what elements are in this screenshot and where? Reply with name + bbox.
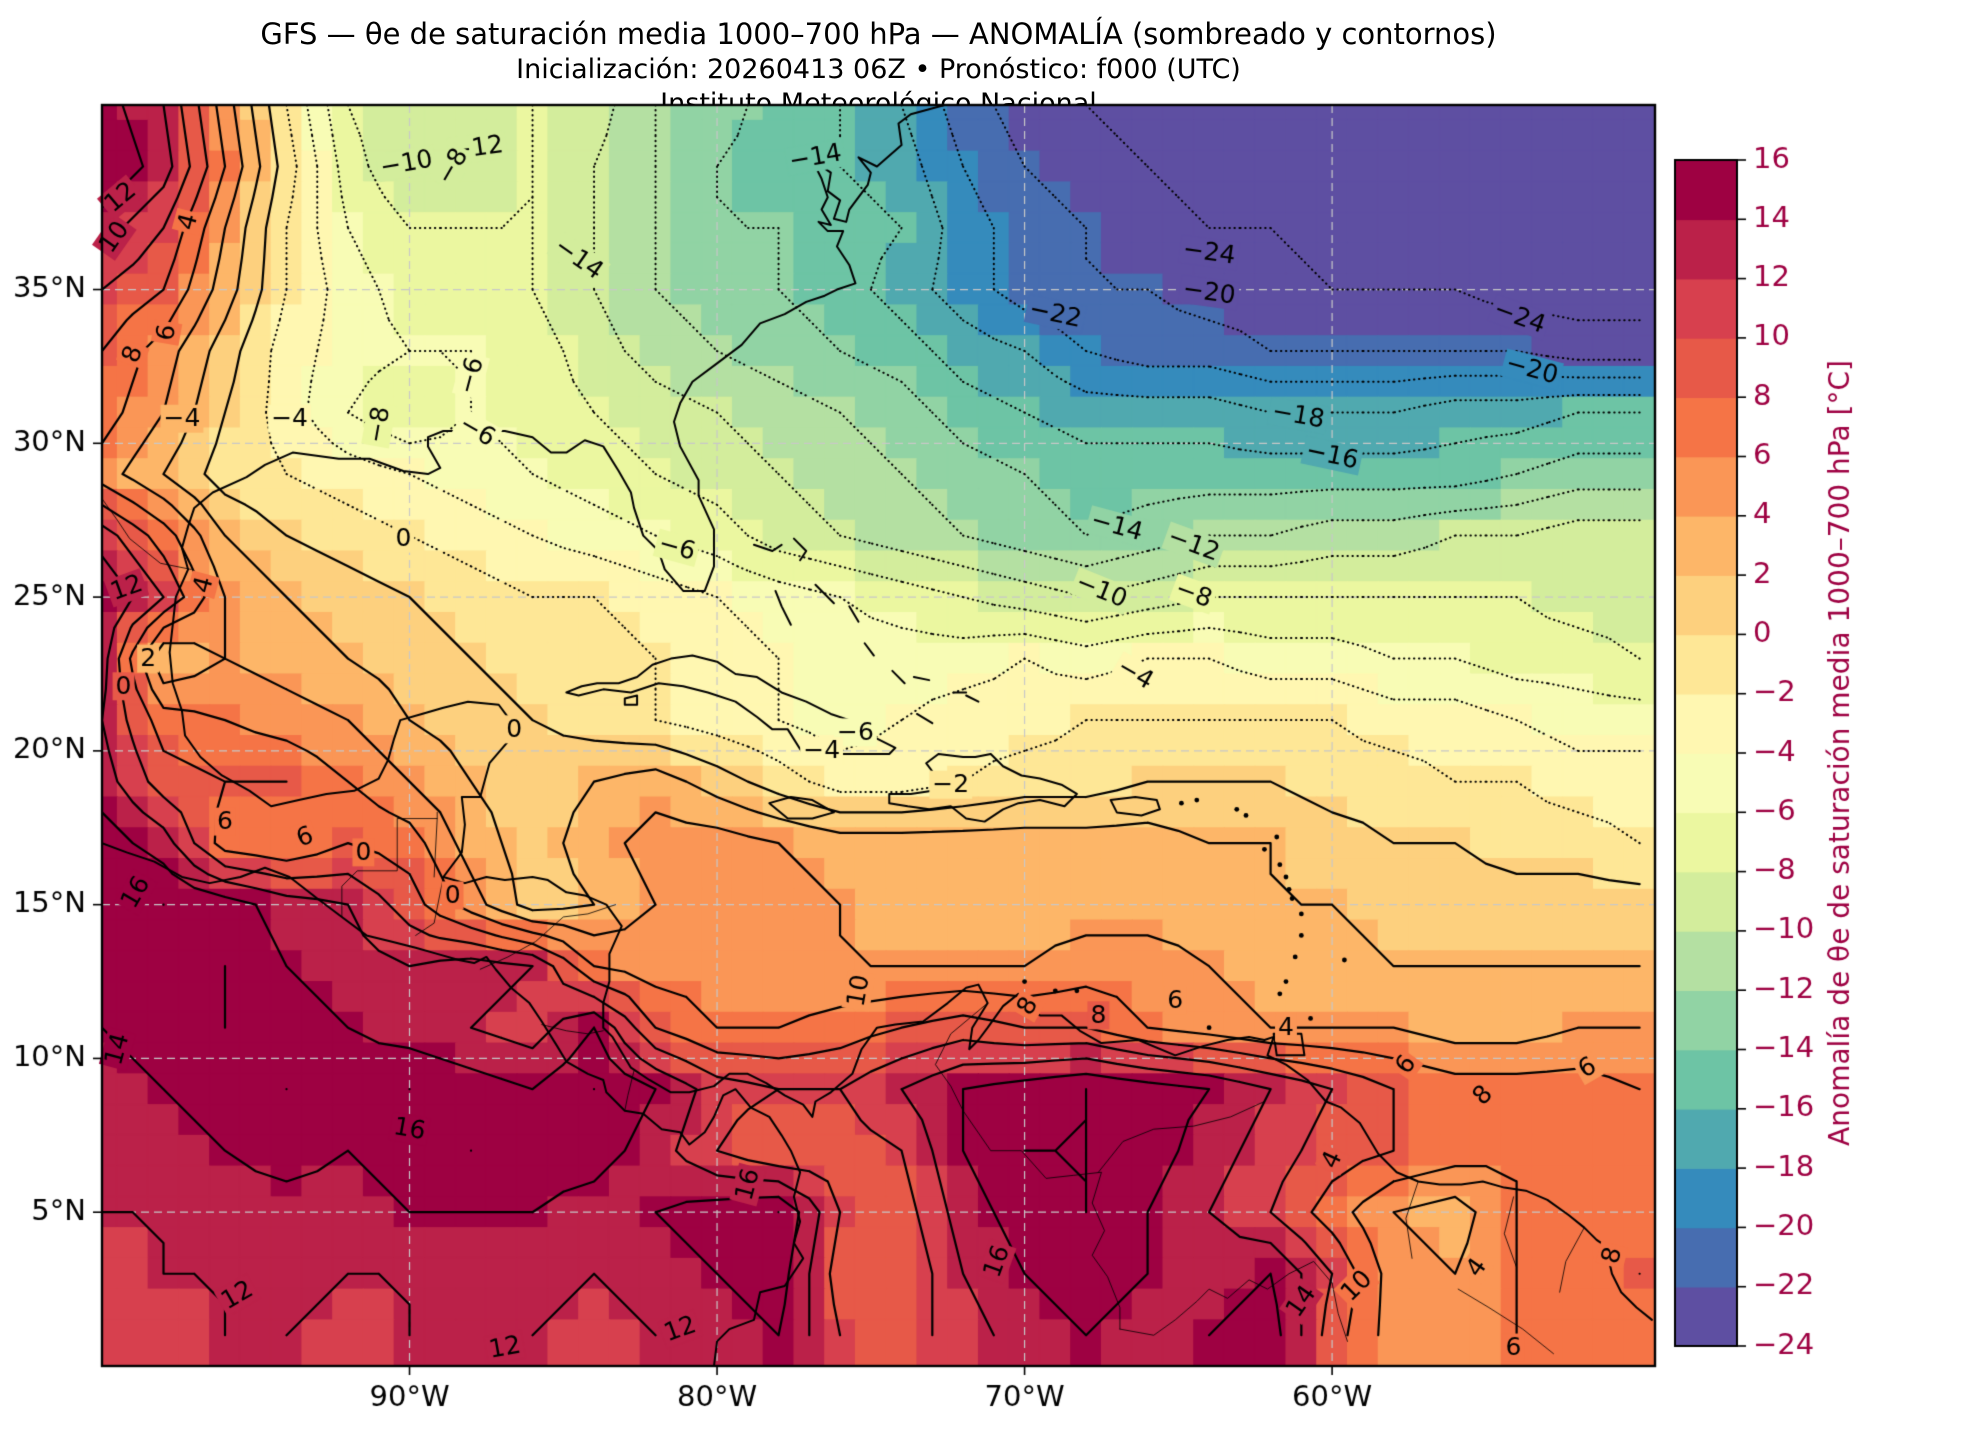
- anomaly-map-canvas: [0, 0, 1980, 1440]
- weather-chart-figure: GFS — θe de saturación media 1000–700 hP…: [0, 0, 1980, 1440]
